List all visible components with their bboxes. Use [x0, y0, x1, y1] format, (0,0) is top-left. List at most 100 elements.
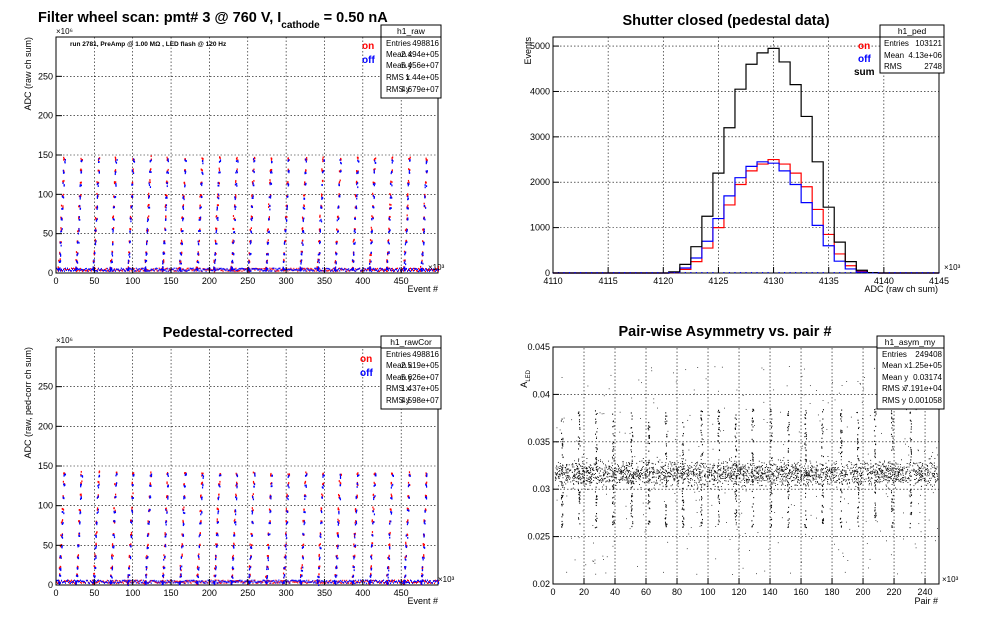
data-point-off	[164, 242, 166, 245]
data-point-off	[216, 544, 219, 547]
data-point-off	[234, 521, 236, 524]
baseline-marker	[673, 272, 675, 274]
data-point-off	[146, 242, 148, 245]
data-point-off	[209, 267, 211, 270]
data-point-off	[391, 474, 394, 477]
data-point-off	[220, 474, 222, 477]
data-point-on	[293, 267, 295, 270]
data-point-off	[397, 582, 399, 584]
data-point-on	[113, 226, 115, 229]
data-point-off	[112, 581, 114, 584]
data-point-on	[181, 241, 183, 244]
data-point-off	[406, 241, 408, 244]
data-point-off	[201, 580, 203, 582]
data-point-off	[420, 268, 422, 271]
data-point-off	[236, 269, 238, 271]
data-point-off	[264, 269, 266, 272]
data-point-off	[191, 268, 193, 270]
data-point-on	[56, 582, 58, 584]
data-point-off	[233, 231, 235, 234]
data-point-off	[197, 268, 199, 271]
data-point-off	[423, 204, 425, 207]
data-point-off	[147, 535, 149, 537]
data-point-off	[111, 566, 114, 569]
data-point-off	[321, 580, 323, 582]
data-point-off	[299, 580, 302, 583]
data-point-off	[161, 574, 164, 577]
data-point-on	[421, 259, 423, 262]
data-point-off	[337, 218, 340, 221]
data-point-on	[231, 556, 234, 558]
data-point-off	[230, 270, 232, 272]
data-point-off	[319, 229, 321, 231]
data-point-off	[143, 269, 145, 271]
data-point-off	[89, 580, 91, 582]
data-point-on	[163, 545, 166, 548]
data-point-off	[60, 268, 62, 271]
data-point-on	[216, 227, 218, 230]
data-point-on	[372, 192, 374, 195]
data-point-off	[144, 269, 146, 272]
data-point-off	[222, 580, 224, 582]
data-point-off	[167, 270, 169, 273]
baseline-marker	[839, 272, 841, 274]
data-point-off	[231, 252, 233, 255]
data-point-on	[404, 229, 407, 232]
data-point-on	[219, 157, 221, 160]
data-point-on	[111, 553, 113, 556]
data-point-off	[185, 472, 187, 475]
data-point-off	[389, 267, 391, 270]
data-point-off	[115, 484, 117, 486]
data-point-on	[321, 195, 323, 198]
data-point-on	[338, 496, 340, 499]
data-point-off	[224, 269, 226, 271]
data-point-on	[71, 582, 73, 584]
data-point-off	[76, 579, 78, 582]
data-point-off	[424, 184, 426, 186]
data-point-off	[353, 566, 355, 568]
data-point-off	[218, 184, 220, 187]
data-point-off	[97, 511, 99, 513]
data-point-off	[285, 522, 288, 525]
data-point-on	[302, 543, 305, 546]
data-point-off	[206, 582, 208, 584]
data-point-off	[282, 582, 284, 584]
data-point-on	[251, 580, 253, 582]
data-point-off	[74, 269, 76, 272]
baseline-marker	[795, 272, 797, 274]
x-tick-label: 4140	[874, 276, 894, 286]
data-point-off	[196, 268, 198, 271]
data-point-off	[166, 171, 168, 174]
data-point-off	[167, 495, 169, 498]
data-point-on	[407, 507, 409, 510]
data-point-off	[184, 485, 186, 488]
data-point-on	[266, 580, 268, 583]
data-point-on	[268, 203, 270, 206]
data-point-off	[194, 581, 196, 584]
data-point-on	[306, 158, 308, 161]
data-point-off	[344, 580, 346, 583]
data-point-on	[319, 216, 321, 218]
data-point-on	[165, 496, 168, 499]
data-point-on	[197, 259, 199, 262]
data-point-on	[105, 267, 107, 270]
data-point-off	[115, 161, 118, 164]
data-point-on	[388, 215, 390, 218]
data-point-on	[392, 267, 394, 270]
data-point-off	[321, 496, 323, 499]
data-point-off	[399, 267, 401, 270]
data-point-off	[269, 533, 271, 536]
data-point-on	[213, 574, 215, 577]
data-point-off	[188, 269, 190, 271]
data-point-off	[355, 205, 357, 208]
data-point-off	[61, 535, 63, 538]
data-point-on	[133, 581, 135, 583]
data-point-off	[221, 581, 223, 584]
data-point-off	[143, 582, 145, 584]
x-tick-label: 50	[89, 588, 99, 598]
data-point-off	[94, 580, 96, 582]
data-point-off	[404, 269, 406, 272]
data-point-off	[302, 557, 304, 560]
data-point-on	[178, 266, 180, 269]
data-point-off	[65, 269, 67, 272]
